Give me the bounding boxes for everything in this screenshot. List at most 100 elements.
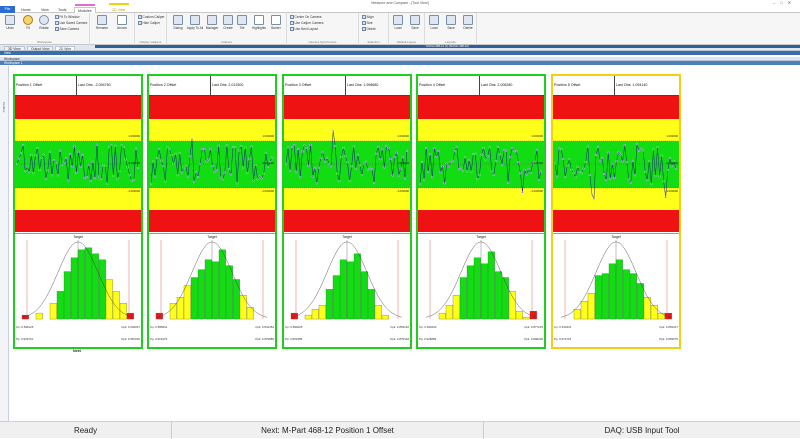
dialog-button[interactable]: Dialog [169,15,187,30]
offset-panel-3[interactable]: Position 3 Offset Last Obs: 1.998680 1.0… [282,74,412,349]
histogram-bar [112,291,120,320]
panel-header: Position 5 Offset Last Obs: 1.094140 [553,76,679,96]
run-chart-point [664,196,667,199]
window-controls[interactable]: –□✕ [773,0,796,5]
use-saved-camera-item[interactable]: Use Saved Camera [55,21,87,26]
manager-button[interactable]: Manager [203,15,221,30]
ribbon: Undo Fit Rotate Fit To Window Use Saved … [0,13,800,45]
border-label: Border [271,26,281,30]
delete-selection-item[interactable]: Delete [362,27,376,32]
use-next-layout-label: Use Next Layout [294,27,319,31]
center-on-camera-item[interactable]: Center On Camera [290,15,321,20]
close-icon[interactable]: ✕ [787,0,796,5]
workspace-1-header[interactable]: Workspace 1 [0,61,800,65]
minimize-icon[interactable]: – [772,0,781,5]
side-toolbox[interactable]: Toolbox [0,66,9,421]
run-chart-point [366,168,370,171]
run-chart-point [423,178,426,181]
run-chart-point [307,164,310,167]
run-chart-point [227,168,230,171]
tab-3d-view[interactable]: 3D View [108,3,129,13]
run-chart-point [395,151,398,154]
title-bar: Measure and Compare - [Tool View] –□✕ [0,0,800,6]
histogram-bar [304,314,312,320]
stat-pp: Pp: 0.928889 [419,337,437,341]
run-chart-point [371,167,374,171]
run-chart-point [362,162,365,165]
doc-tab-output-view[interactable]: Output View [27,45,54,51]
run-chart-point [323,160,326,163]
capability-stats: Cp: 0.893025 Cpk: 0.863232 Pp: 0.891585 … [284,323,410,347]
undo-button[interactable]: Undo [1,15,19,30]
create-button[interactable]: Create [219,15,237,30]
tab-file[interactable]: File [0,6,15,13]
red-zone-lower [418,210,544,232]
run-chart-point [470,170,473,173]
run-chart-point [284,162,288,165]
offset-panel-1[interactable]: Position 1 Offset Last Obs: -2.094760 1.… [13,74,143,349]
hide-caliper-item[interactable]: Hide Caliper [138,21,160,26]
border-button[interactable]: Border [267,15,285,30]
histogram-bar [360,271,368,320]
run-chart-point [244,146,247,149]
green-zone [284,141,410,188]
tab-view[interactable]: View [41,8,49,12]
run-chart-point [464,156,467,159]
arrows-button[interactable]: Arrows [113,15,131,30]
custom-caliper-item[interactable]: Custom Caliper [138,15,164,20]
size-item[interactable]: Size [362,21,373,26]
doc-tab-3d-view[interactable]: 3D View [4,45,25,51]
fit-button[interactable]: Fit [19,15,37,30]
fit-to-window-item[interactable]: Fit To Window [55,15,79,20]
offset-panel-5[interactable]: Position 5 Offset Last Obs: 1.094140 1.0… [551,74,681,349]
offset-panel-4[interactable]: Position 4 Offset Last Obs: 2.006280 1.0… [416,74,546,349]
tab-modules[interactable]: Modules [74,4,96,13]
doc-tab-2d-wire[interactable]: 2D Wire [55,45,76,51]
tab-tools[interactable]: Tools [58,8,67,12]
yellow-zone-upper [418,119,544,141]
layout-save-button[interactable]: Save [442,15,460,30]
run-chart-point [266,165,269,168]
run-chart-point [586,145,589,148]
align-item[interactable]: Align [362,15,374,20]
layout-delete-button[interactable]: Delete [459,15,477,30]
highlights-button[interactable]: Highlights [250,15,268,30]
tab-3d-view-label: 3D View [112,8,126,12]
capability-stats: Cp: 0.913431 Cpk: 0.854317 Pp: 0.974715 … [553,323,679,347]
maximize-icon[interactable]: □ [780,0,788,5]
apply-to-all-button[interactable]: Apply To All [186,15,204,30]
run-chart-point [238,149,241,152]
panel-last-observation: Last Obs: 2.006280 [481,83,513,87]
red-zone-upper [149,96,275,119]
run-chart-point [93,177,96,180]
panel-header: Position 2 Offset Last Obs: 2.012500 [149,76,275,96]
histogram-bar [650,305,658,320]
stat-cpk: Cpk: 0.854317 [659,325,678,329]
run-chart-point [168,148,171,151]
run-chart-line [150,139,273,184]
run-chart-point [248,157,251,160]
run-chart-point [360,174,363,177]
rotate-button[interactable]: Rotate [35,15,53,30]
offset-panel-2[interactable]: Position 2 Offset Last Obs: 2.012500 1.0… [147,74,277,349]
save-camera-item[interactable]: Save Camera [55,27,79,32]
histogram-target-label: Target [207,235,217,239]
run-chart-point [225,144,228,147]
tab-home[interactable]: Home [21,8,31,12]
run-chart-point [231,146,235,149]
use-caliper-camera-item[interactable]: Use Caliper Camera [290,21,323,26]
default-save-button[interactable]: Save [406,15,424,30]
histogram-bar [508,291,516,320]
run-chart-point [472,152,475,156]
rename-button[interactable]: Rename [93,15,111,30]
tile-button[interactable]: Tile [233,15,251,30]
histogram-bar [155,312,163,320]
layout-load-button[interactable]: Load [425,15,443,30]
histogram-bar [98,259,106,320]
run-chart-point [425,146,428,150]
run-chart-point [352,145,355,148]
workspace-header: Workspace [0,57,800,61]
run-chart-point [513,149,516,152]
use-next-layout-item[interactable]: Use Next Layout [290,27,318,32]
default-load-button[interactable]: Load [389,15,407,30]
